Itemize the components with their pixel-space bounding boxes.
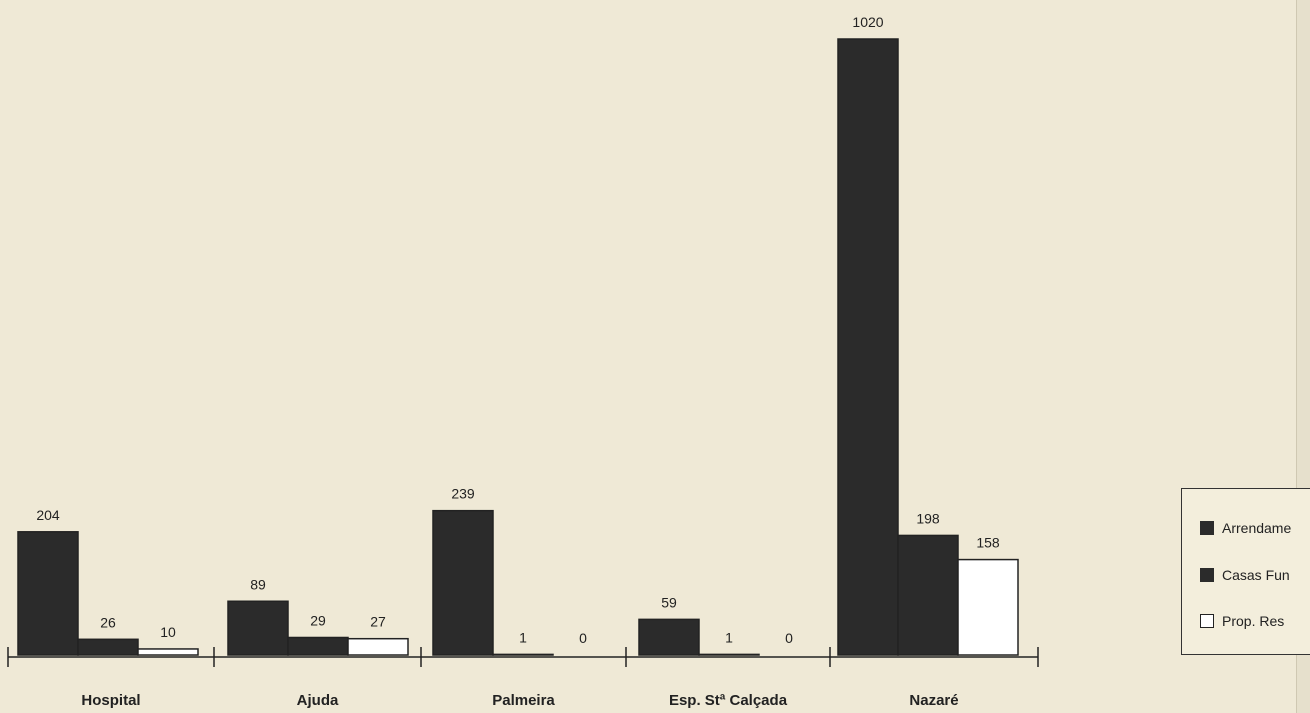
data-label-0-0: 204 (36, 507, 60, 523)
legend-swatch-icon (1200, 521, 1214, 535)
bar-2-1 (492, 653, 554, 656)
data-label-2-2: 0 (579, 630, 587, 646)
bar-0-2 (137, 648, 199, 656)
bar-0-0 (17, 531, 79, 656)
data-label-3-0: 59 (661, 594, 677, 610)
category-label-2: Palmeira (492, 692, 555, 709)
bar-3-1 (698, 653, 760, 656)
legend-label: Prop. Res (1222, 613, 1285, 629)
data-label-1-2: 27 (370, 614, 386, 630)
bar-1-0 (227, 600, 289, 656)
legend: Arrendame Casas Fun Prop. Res (1181, 488, 1310, 655)
bar-2-0 (432, 509, 494, 656)
category-labels-group: Hospital Ajuda Palmeira Esp. Stª Calçada Naz… (81, 692, 958, 709)
legend-item-prop: Prop. Res (1200, 611, 1284, 631)
data-label-0-1: 26 (100, 614, 116, 630)
category-label-0: Hospital (81, 692, 140, 709)
category-label-4: Nazaré (909, 692, 958, 709)
legend-item-arrendamento: Arrendame (1200, 518, 1291, 538)
legend-swatch-icon (1200, 614, 1214, 628)
x-axis (7, 647, 1039, 667)
data-label-4-1: 198 (916, 510, 940, 526)
bar-4-1 (897, 534, 959, 656)
data-label-3-1: 1 (725, 629, 733, 645)
category-label-3: Esp. Stª Calçada (669, 692, 788, 709)
data-label-2-0: 239 (451, 486, 475, 502)
legend-item-casas: Casas Fun (1200, 565, 1290, 585)
bar-4-0 (837, 38, 899, 656)
bar-0-1 (77, 638, 139, 656)
bar-1-2 (347, 637, 409, 656)
legend-swatch-icon (1200, 568, 1214, 582)
category-label-1: Ajuda (297, 692, 339, 709)
data-label-4-0: 1020 (852, 14, 883, 30)
data-label-1-0: 89 (250, 576, 266, 592)
bar-1-1 (287, 636, 349, 656)
bar-4-2 (957, 558, 1019, 656)
legend-label: Casas Fun (1222, 567, 1290, 583)
legend-label: Arrendame (1222, 520, 1292, 536)
data-label-4-2: 158 (976, 535, 1000, 551)
data-label-1-1: 29 (310, 612, 326, 628)
bar-3-0 (638, 618, 700, 656)
data-label-3-2: 0 (785, 630, 793, 646)
data-label-2-1: 1 (519, 629, 527, 645)
bars-group (17, 38, 1019, 656)
data-label-0-2: 10 (160, 624, 176, 640)
